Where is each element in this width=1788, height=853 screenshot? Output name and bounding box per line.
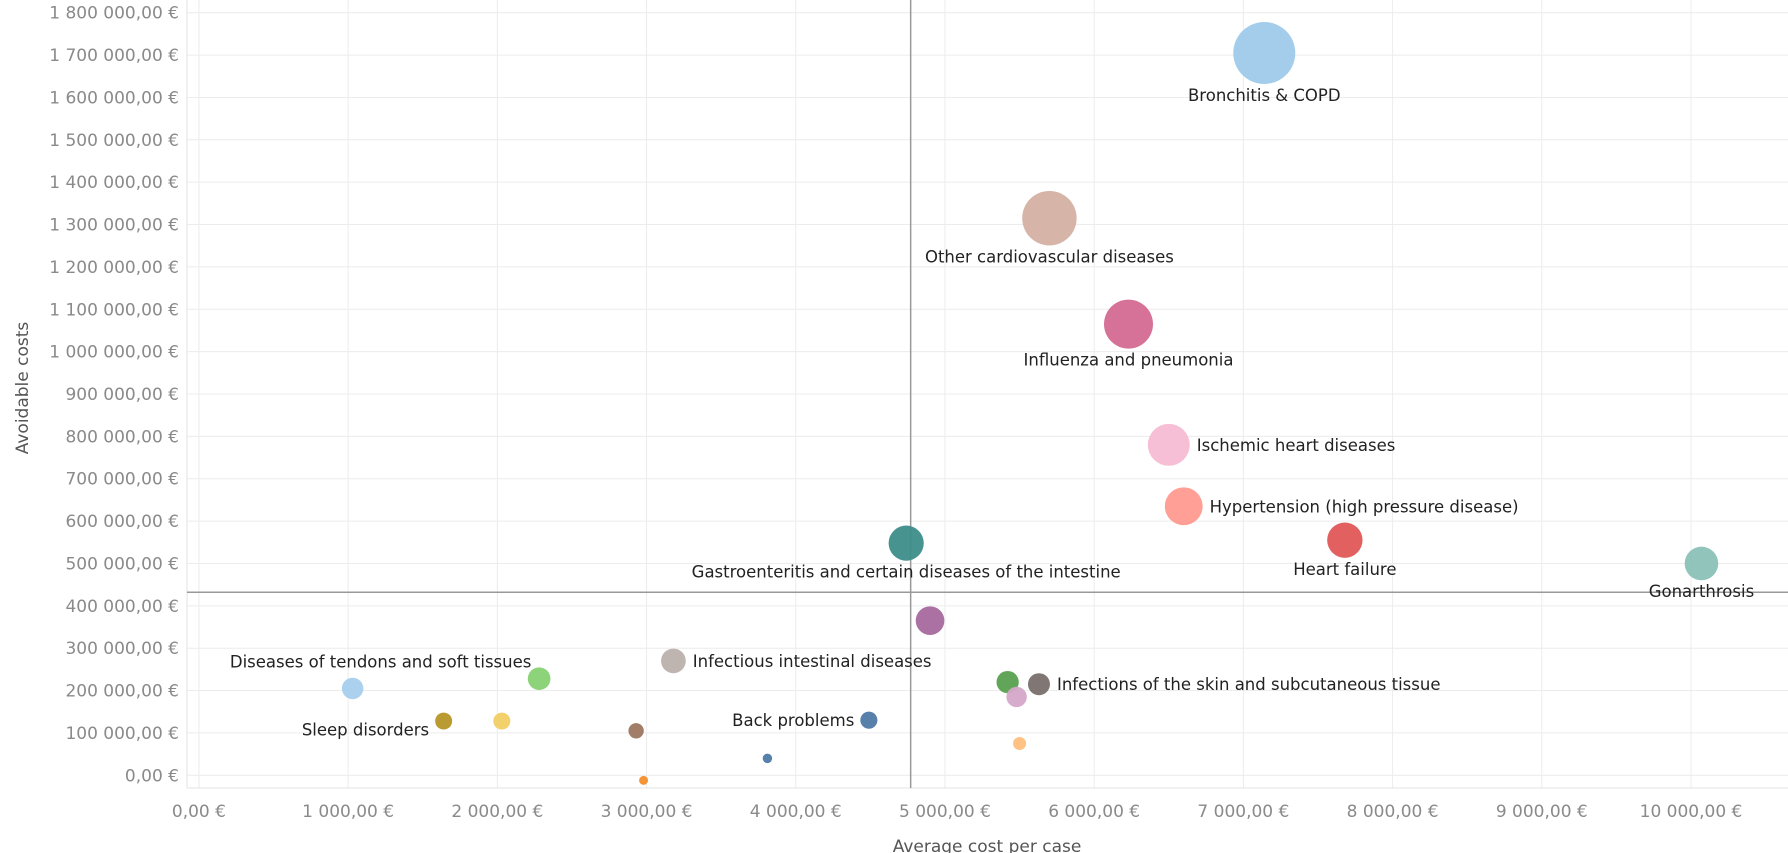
point-label: Ischemic heart diseases [1197,436,1396,455]
point-label: Gonarthrosis [1649,582,1754,601]
y-tick-label: 0,00 € [125,766,179,786]
data-point [527,667,551,691]
data-point [1013,737,1027,751]
point-label: Heart failure [1293,560,1396,579]
data-point [435,712,453,730]
y-tick-label: 600 000,00 € [65,512,179,532]
y-tick-label: 1 200 000,00 € [49,258,179,278]
x-tick-label: 5 000,00 € [899,802,991,822]
data-point [1104,299,1154,349]
y-tick-label: 1 400 000,00 € [49,173,179,193]
point-label: Infectious intestinal diseases [693,652,932,671]
data-point [1022,190,1077,246]
x-tick-label: 7 000,00 € [1197,802,1289,822]
point-label: Diseases of tendons and soft tissues [230,653,532,672]
x-tick-label: 8 000,00 € [1347,802,1439,822]
y-tick-label: 1 000 000,00 € [49,343,179,363]
y-tick-label: 1 500 000,00 € [49,131,179,151]
y-tick-label: 100 000,00 € [65,724,179,744]
data-point [639,775,649,785]
x-tick-label: 6 000,00 € [1048,802,1140,822]
y-tick-label: 300 000,00 € [65,639,179,659]
data-point [1233,21,1296,84]
data-point [1327,522,1363,558]
y-tick-label: 1 100 000,00 € [49,300,179,320]
data-point [661,648,686,674]
data-point [493,712,511,730]
data-point [762,753,773,764]
x-tick-label: 2 000,00 € [451,802,543,822]
y-tick-label: 200 000,00 € [65,682,179,702]
data-point [341,677,364,700]
x-tick-label: 0,00 € [172,802,226,822]
data-point [888,525,924,561]
point-label: Bronchitis & COPD [1188,86,1341,105]
data-points [341,21,1719,785]
point-label: Infections of the skin and subcutaneous … [1057,675,1441,694]
data-point [860,711,878,729]
point-label: Hypertension (high pressure disease) [1210,497,1519,516]
y-tick-label: 1 600 000,00 € [49,88,179,108]
y-tick-label: 1 700 000,00 € [49,46,179,66]
data-point [1147,423,1190,466]
data-point [1684,546,1719,581]
x-tick-label: 1 000,00 € [302,802,394,822]
reference-lines [187,0,1788,788]
data-point [915,606,945,635]
axes: 0,00 € 100 000,00 € 200 000,00 € 300 000,00… [49,0,1788,822]
x-tick-label: 9 000,00 € [1496,802,1588,822]
y-axis-title: Avoidable costs [13,322,33,455]
x-tick-label: 10 000,00 € [1640,802,1743,822]
point-label: Gastroenteritis and certain diseases of … [692,563,1121,582]
y-tick-label: 400 000,00 € [65,597,179,617]
y-tick-label: 800 000,00 € [65,427,179,447]
y-tick-label: 500 000,00 € [65,554,179,574]
x-tick-label: 3 000,00 € [601,802,693,822]
point-label: Other cardiovascular diseases [925,247,1174,266]
point-label: Sleep disorders [302,721,429,740]
y-tick-label: 1 300 000,00 € [49,216,179,236]
y-tick-label: 900 000,00 € [65,385,179,405]
x-axis-title: Average cost per case [893,837,1082,853]
y-tick-label: 1 800 000,00 € [49,4,179,24]
data-point [1006,686,1027,708]
data-point [1164,487,1203,526]
gridlines [187,0,1788,788]
point-label: Influenza and pneumonia [1024,351,1234,370]
data-point [628,723,644,739]
point-label: Back problems [732,711,854,730]
point-labels: Bronchitis & COPD Other cardiovascular di… [230,86,1754,740]
data-point [1027,673,1050,696]
x-tick-label: 4 000,00 € [750,802,842,822]
y-tick-label: 700 000,00 € [65,470,179,490]
